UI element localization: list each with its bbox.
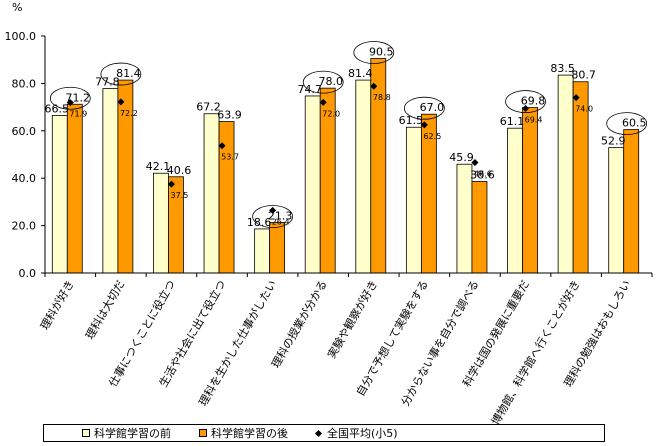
legend-swatch-after (199, 429, 207, 437)
highlight-ellipse (252, 205, 294, 228)
highlight-ellipse (403, 96, 445, 120)
bar-before (355, 79, 372, 274)
highlight-ellipse (100, 62, 142, 86)
data-label-before: 18.6 (247, 216, 272, 229)
national-average-marker (319, 98, 327, 106)
data-label-national-average: 53.7 (221, 153, 239, 162)
category-label: 博物館、科学館へ行くことが好き (488, 278, 583, 428)
data-label-after: 81.4 (116, 67, 141, 80)
data-label-after: 90.5 (369, 46, 394, 59)
bar-after (66, 103, 83, 274)
bar-after (471, 181, 488, 274)
y-tick-label: 100.0 (5, 30, 37, 43)
data-label-after: 21.3 (268, 210, 293, 223)
category-label: 理科は大切だ (82, 278, 127, 342)
data-label-national-average: 72.2 (120, 109, 138, 118)
category-label: 理科の授業が分かる (268, 278, 330, 371)
y-tick-label: 80.0 (12, 77, 37, 90)
data-label-after: 67.0 (420, 101, 445, 114)
bar-before (507, 127, 523, 274)
legend-label-before: 科学館学習の前 (94, 427, 171, 440)
bar-before (304, 95, 321, 274)
y-axis: 0.0 20.0 40.0 60.0 80.0 100.0 (5, 30, 46, 280)
legend-label-national-average: 全国平均(小5) (327, 427, 398, 440)
data-label-national-average: 74.0 (575, 105, 593, 114)
national-average-marker (572, 94, 580, 102)
legend-marker-national-average (314, 429, 323, 437)
x-axis: 理科が好き 理科は大切だ仕事につくことに役立つ生活や社会に出て役立つ理科を生かした… (37, 272, 653, 428)
bar-before (51, 114, 68, 274)
legend-item-after: 科学館学習の後 (199, 425, 288, 441)
bar-after (269, 222, 286, 274)
highlight-ellipses (49, 41, 648, 228)
data-label-before: 77.8 (95, 76, 120, 89)
highlight-ellipse (353, 41, 395, 64)
highlight-ellipse (606, 112, 648, 136)
data-label-before: 81.4 (348, 67, 373, 80)
national-average-marker (66, 99, 74, 107)
y-tick-label: 0.0 (19, 267, 37, 280)
category-label: 理科が好き (37, 278, 77, 333)
data-label-before: 61.5 (399, 114, 424, 127)
category-label: 実験や観察が好き (324, 278, 380, 361)
data-label-national-average: 78.8 (373, 93, 391, 102)
bar-after (623, 129, 640, 274)
data-label-before: 74.7 (297, 83, 322, 96)
data-label-after: 69.8 (521, 95, 546, 108)
national-average-marker (167, 180, 175, 188)
y-tick-label: 60.0 (12, 125, 37, 138)
data-label-national-average: 71.9 (69, 110, 87, 119)
bar-after (370, 58, 387, 274)
bar-before (405, 126, 422, 274)
national-average-marker (218, 142, 226, 150)
data-labels: 66.571.271.977.881.472.242.140.637.567.2… (45, 46, 647, 229)
data-label-after: 63.9 (217, 109, 242, 122)
bar-before (254, 228, 271, 274)
data-label-after: 80.7 (571, 69, 596, 82)
data-label-before: 83.5 (550, 62, 575, 75)
highlight-ellipse (302, 70, 344, 94)
bar-before (102, 88, 119, 274)
data-label-before: 67.2 (196, 101, 221, 114)
data-label-national-average: 37.5 (171, 191, 189, 200)
data-label-national-average: 26.4 (272, 217, 290, 226)
data-label-after: 71.2 (66, 91, 91, 104)
legend-item-before: 科学館学習の前 (82, 425, 171, 441)
data-label-national-average: 72.0 (322, 109, 340, 118)
legend-item-national-average: 全国平均(小5) (314, 425, 398, 441)
data-label-after: 38.6 (470, 169, 495, 182)
y-tick-label: 40.0 (12, 172, 37, 185)
data-label-national-average: 69.4 (525, 116, 543, 125)
bar-before (608, 147, 625, 274)
data-label-after: 60.5 (622, 117, 647, 130)
data-label-before: 42.1 (146, 160, 171, 173)
highlight-ellipse (505, 90, 546, 113)
data-label-after: 78.0 (318, 75, 343, 88)
national-average-marker (117, 98, 125, 106)
national-average-marker (471, 159, 479, 167)
national-average-marker (370, 82, 378, 90)
data-label-before: 45.9 (449, 151, 474, 164)
national-average-marker (269, 206, 277, 214)
bar-before (153, 172, 169, 274)
bar-before (203, 113, 220, 274)
y-unit-label: % (12, 1, 22, 14)
legend-swatch-before (82, 429, 90, 437)
data-label-national-average: 46.6 (474, 170, 492, 179)
data-label-before: 52.9 (601, 135, 626, 148)
y-tick-label: 20.0 (12, 220, 37, 233)
bars (51, 58, 640, 274)
data-label-before: 66.5 (45, 102, 70, 115)
legend-label-after: 科学館学習の後 (211, 427, 288, 440)
bar-before (557, 74, 574, 274)
national-average-marker (522, 104, 530, 113)
data-label-national-average: 62.5 (423, 132, 441, 141)
data-label-before: 61.1 (500, 115, 525, 128)
national-average-marker (420, 121, 428, 129)
legend: 科学館学習の前 科学館学習の後 全国平均(小5) (43, 424, 605, 442)
data-label-after: 40.6 (167, 164, 192, 177)
highlight-ellipse (49, 86, 91, 110)
bar-after (522, 107, 538, 274)
